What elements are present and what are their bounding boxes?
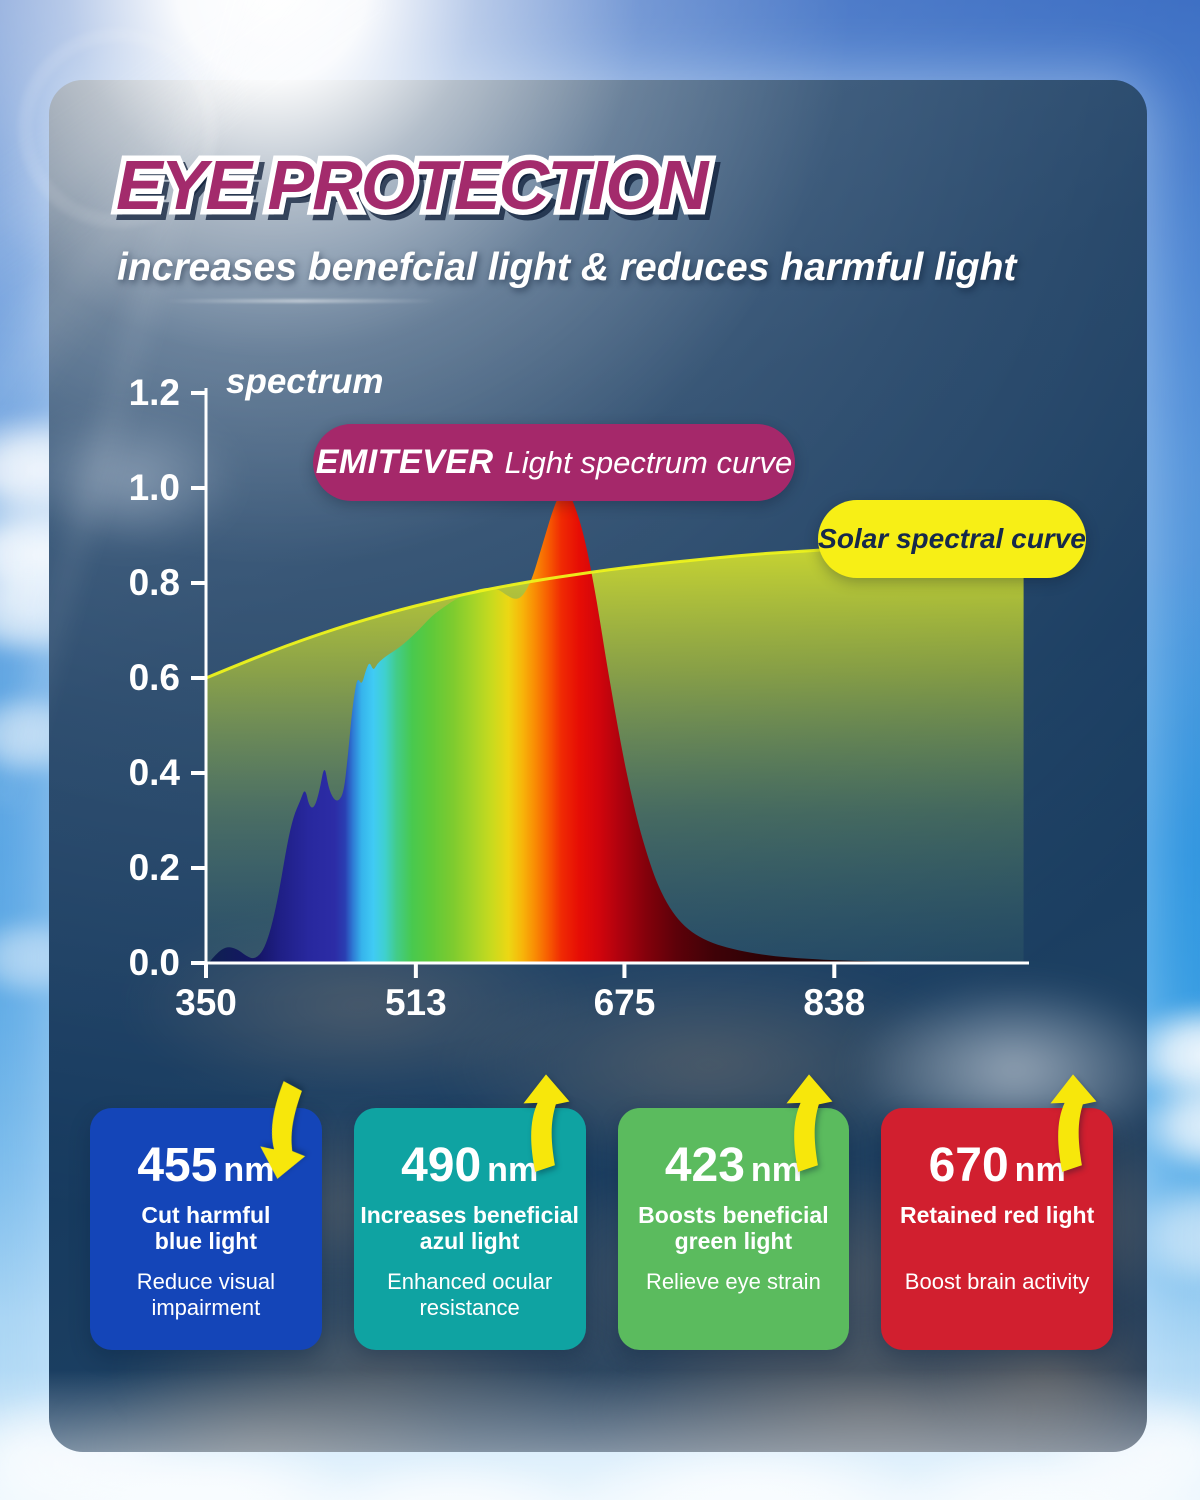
card-headline-line: Boosts beneficial [638, 1202, 829, 1228]
wavelength-number: 670 [928, 1139, 1009, 1192]
y-axis-tick-label: 0.2 [128, 847, 180, 888]
card-description: Enhanced ocular resistance [354, 1269, 586, 1322]
card-455nm: 455 nm Cut harmful blue light Reduce vis… [90, 1081, 322, 1350]
x-axis-tick-label: 838 [803, 982, 866, 1023]
page-title: EYE PROTECTION [116, 146, 708, 224]
page-title-outline: EYE PROTECTION [110, 145, 713, 226]
legend-led-label: Light spectrum curve [504, 444, 793, 480]
card-670nm: 670 nm Retained red light Boost brain ac… [881, 1074, 1113, 1350]
card-description: Relieve eye strain [618, 1269, 850, 1295]
brand-name: EMITEVER [315, 443, 494, 481]
y-axis-tick-label: 0.0 [128, 942, 180, 983]
y-axis-tick-label: 0.4 [128, 752, 180, 793]
card-490nm: 490 nm Increases beneficial azul light E… [353, 1074, 586, 1350]
wavelength-number: 455 [137, 1139, 218, 1192]
y-axis-title: spectrum [226, 362, 384, 401]
wavelength-cards: 455 nm Cut harmful blue light Reduce vis… [90, 1074, 1113, 1350]
legend-led-badge: EMITEVER Light spectrum curve [313, 424, 795, 501]
wavelength-unit: nm [1014, 1151, 1066, 1189]
card-description-line: Reduce visual [136, 1269, 275, 1294]
card-headline-line: azul light [419, 1228, 520, 1255]
wavelength-value: 490 nm [354, 1142, 586, 1190]
card-description: Reduce visual impairment [90, 1269, 322, 1322]
bottom-haze [0, 1370, 1200, 1500]
card-headline: Increases beneficial azul light [354, 1202, 586, 1258]
page-subtitle: increases benefcial light & reduces harm… [117, 246, 1017, 289]
wavelength-value: 423 nm [618, 1142, 850, 1190]
card-headline-line: Increases beneficial [360, 1202, 579, 1228]
led-spectrum-area [208, 489, 989, 963]
legend-solar-badge: Solar spectral curve [818, 500, 1086, 578]
arrow-up-icon [523, 1074, 569, 1172]
x-axis-tick-label: 350 [175, 982, 237, 1023]
card-headline-line: Cut harmful [141, 1202, 271, 1228]
card-headline: Retained red light [881, 1202, 1113, 1258]
arrow-up-icon [786, 1074, 833, 1172]
card-description-line: Relieve eye strain [645, 1269, 821, 1294]
lens-flare-streak [163, 299, 438, 303]
card-headline: Cut harmful blue light [90, 1202, 322, 1258]
card-description-line: impairment [151, 1295, 261, 1321]
card-headline-line: Retained red light [900, 1202, 1095, 1228]
card-description-line: Boost brain activity [904, 1269, 1090, 1294]
card-423nm: 423 nm Boosts beneficial green light Rel… [617, 1074, 850, 1350]
y-axis-tick-label: 0.8 [128, 562, 180, 603]
wavelength-number: 423 [664, 1139, 745, 1192]
wavelength-number: 490 [401, 1139, 482, 1192]
x-axis-tick-label: 675 [593, 982, 656, 1023]
wavelength-value: 455 nm [90, 1142, 322, 1190]
y-axis-tick-label: 1.2 [128, 372, 180, 413]
card-headline-line: green light [674, 1228, 793, 1255]
y-axis-tick-label: 1.0 [128, 467, 180, 508]
wavelength-unit: nm [750, 1151, 802, 1189]
x-axis-tick-label: 513 [384, 982, 447, 1023]
arrow-down-icon [260, 1081, 305, 1179]
wavelength-unit: nm [223, 1151, 275, 1189]
card-description: Boost brain activity [881, 1269, 1113, 1295]
wavelength-value: 670 nm [881, 1142, 1113, 1190]
page-title-shadow: EYE PROTECTION [116, 151, 718, 231]
arrow-up-icon [1050, 1074, 1097, 1172]
legend-solar-label: Solar spectral curve [818, 523, 1086, 554]
y-axis-tick-label: 0.6 [128, 657, 180, 698]
card-description-line: resistance [419, 1295, 520, 1321]
card-description-line: Enhanced ocular [387, 1269, 553, 1294]
wavelength-unit: nm [487, 1151, 539, 1189]
card-headline: Boosts beneficial green light [618, 1202, 850, 1258]
card-headline-line: blue light [154, 1228, 257, 1255]
